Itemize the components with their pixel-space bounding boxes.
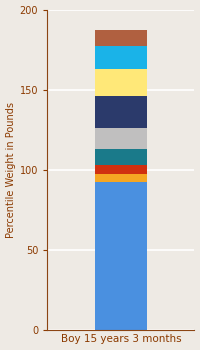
Bar — [95, 30, 147, 46]
Bar — [95, 182, 147, 330]
Bar — [95, 46, 147, 69]
Bar — [95, 69, 147, 96]
Bar — [95, 149, 147, 165]
Bar — [95, 165, 147, 174]
Bar — [95, 96, 147, 128]
Bar — [95, 128, 147, 149]
Y-axis label: Percentile Weight in Pounds: Percentile Weight in Pounds — [6, 102, 16, 238]
Bar — [95, 174, 147, 182]
